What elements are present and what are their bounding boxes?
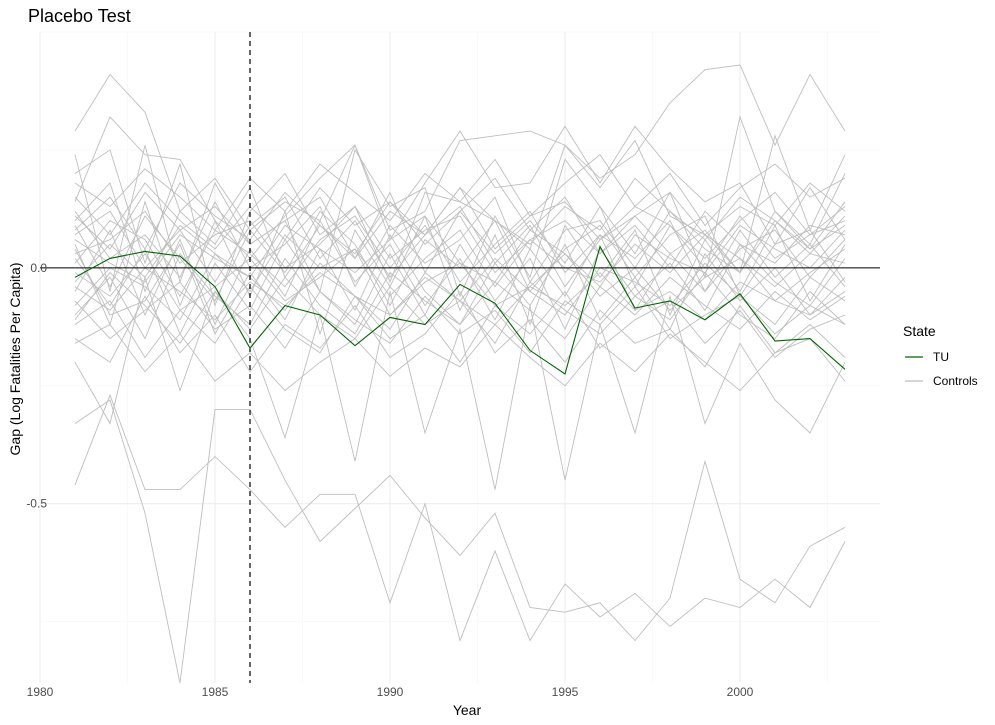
series-line-control-24 (74, 154, 846, 231)
series-line-tu (74, 245, 846, 375)
grid (39, 31, 880, 683)
x-axis-title: Year (453, 702, 482, 718)
treated-series-group (74, 245, 846, 375)
series-line-control-27 (74, 281, 846, 354)
series-line-control-4 (74, 116, 846, 260)
y-tick-label: 0.0 (30, 261, 47, 275)
series-line-control-22 (74, 233, 846, 335)
control-series-group (74, 64, 846, 684)
series-line-control-23 (74, 323, 846, 392)
x-tick-label: 1995 (552, 685, 579, 699)
y-tick-label: -0.5 (26, 497, 47, 511)
series-line-control-29 (74, 271, 846, 345)
series-line-control-14 (74, 196, 846, 288)
series-line-control-28 (74, 205, 846, 274)
series-line-control-1 (74, 393, 846, 642)
legend-label-controls: Controls (933, 374, 978, 388)
series-line-control-3 (74, 64, 846, 231)
series-line-control-5 (74, 115, 846, 298)
series-line-control-30 (74, 186, 846, 260)
series-line-control-32 (74, 215, 846, 288)
x-tick-label: 1990 (377, 685, 404, 699)
series-line-control-20 (74, 285, 846, 364)
x-tick-label: 1985 (202, 685, 229, 699)
series-line-control-15 (74, 275, 846, 490)
legend-label-tu: TU (933, 350, 949, 364)
chart-title: Placebo Test (28, 6, 131, 26)
y-axis-ticks: 0.0 -0.5 (26, 261, 47, 511)
series-line-control-2 (74, 399, 846, 684)
series-line-control-31 (74, 267, 846, 326)
y-axis-title: Gap (Log Fatalities Per Capita) (7, 263, 23, 456)
legend: State TU Controls (903, 323, 978, 388)
x-tick-label: 1980 (27, 685, 54, 699)
series-line-control-21 (74, 210, 846, 298)
x-tick-label: 2000 (727, 685, 754, 699)
series-line-control-13 (74, 290, 846, 373)
x-axis-ticks: 1980 1985 1990 1995 2000 (27, 685, 754, 699)
legend-title: State (903, 323, 936, 339)
